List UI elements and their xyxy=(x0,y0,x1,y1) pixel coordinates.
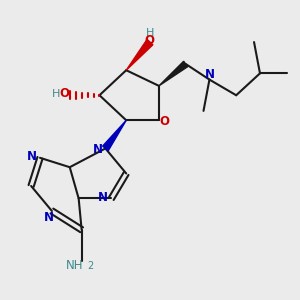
Text: O: O xyxy=(145,34,155,47)
Polygon shape xyxy=(103,120,126,151)
Text: NH: NH xyxy=(66,259,84,272)
Text: O: O xyxy=(159,115,169,128)
Polygon shape xyxy=(126,39,153,70)
Text: N: N xyxy=(27,150,37,164)
Text: H: H xyxy=(52,89,61,99)
Text: 2: 2 xyxy=(87,261,93,271)
Text: N: N xyxy=(204,68,214,81)
Polygon shape xyxy=(159,61,188,86)
Text: H: H xyxy=(146,28,154,38)
Text: O: O xyxy=(59,87,69,100)
Text: N: N xyxy=(44,212,54,224)
Text: N: N xyxy=(98,191,108,204)
Text: N: N xyxy=(92,143,102,156)
